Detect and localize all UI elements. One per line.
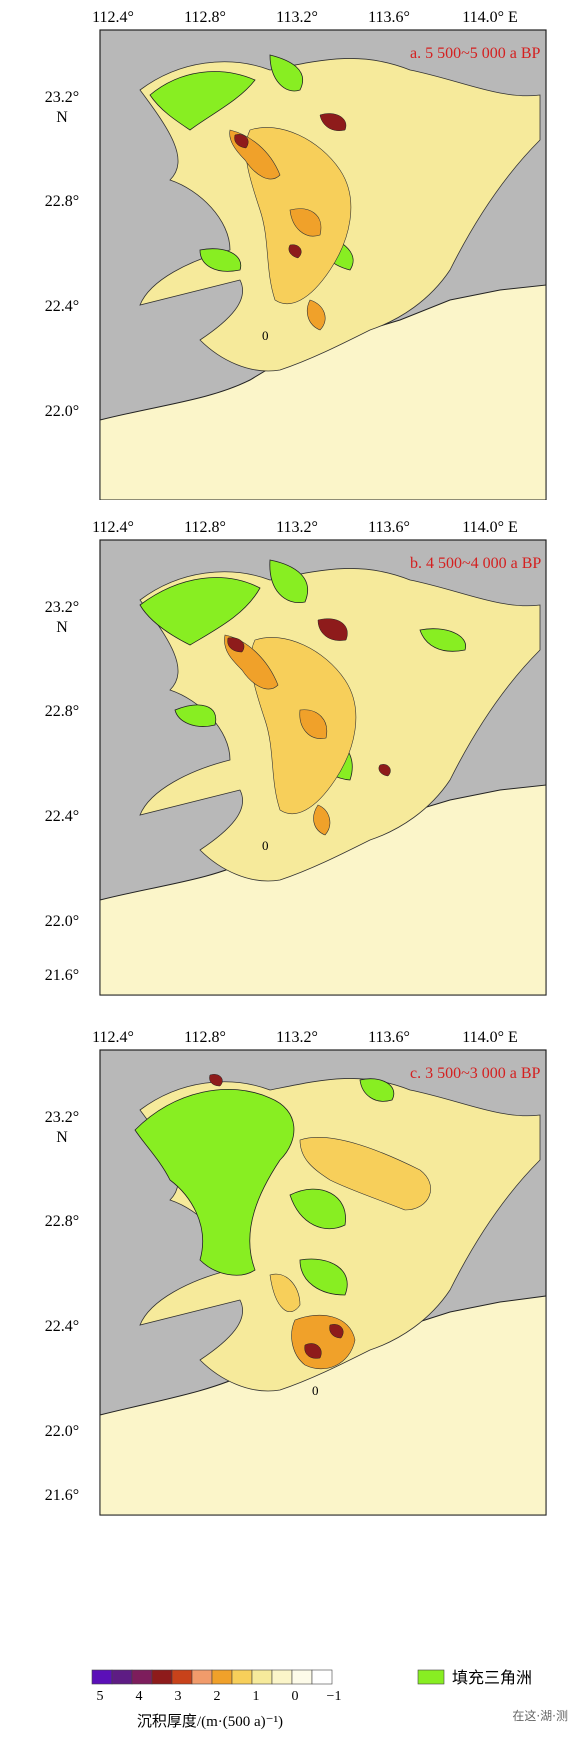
x-tick-labels: 112.4° 112.8° 113.2° 113.6° 114.0° E — [92, 519, 518, 536]
sea-area — [99, 284, 547, 501]
delta-green — [134, 1078, 395, 1296]
map-panel-c: 112.4° 112.8° 113.2° 113.6° 114.0° E 23.… — [0, 1020, 586, 1520]
scale-tick-2: 2 — [214, 1689, 221, 1704]
y-tick-22.4: 22.4° — [45, 298, 79, 315]
legend-svg: 5 4 3 2 1 0 −1 沉积厚度/(m·(500 a)⁻¹) 填充三角洲 — [91, 1669, 532, 1730]
x-tick-112.4: 112.4° — [92, 519, 134, 536]
contour-label-0: 0 — [262, 838, 269, 853]
x-tick-112.8: 112.8° — [184, 1029, 226, 1046]
y-tick-22.4: 22.4° — [45, 808, 79, 825]
legend: 5 4 3 2 1 0 −1 沉积厚度/(m·(500 a)⁻¹) 填充三角洲 — [0, 1666, 586, 1738]
y-tick-22.0: 22.0° — [45, 913, 79, 930]
mid-deposit — [269, 1137, 431, 1312]
scale-tick-4: 4 — [136, 1689, 143, 1704]
x-tick-113.2: 113.2° — [276, 9, 318, 26]
y-tick-22.0: 22.0° — [45, 1423, 79, 1440]
x-tick-114.0: 114.0° E — [462, 1029, 518, 1046]
x-tick-113.6: 113.6° — [368, 1029, 410, 1046]
delta-swatch — [417, 1669, 445, 1685]
y-tick-22.4: 22.4° — [45, 1318, 79, 1335]
panel-c-label: c. 3 500~3 000 a BP — [410, 1065, 541, 1082]
y-unit: N — [56, 109, 68, 126]
y-tick-23.2: 23.2° — [45, 89, 79, 106]
scale-swatch — [111, 1669, 133, 1685]
x-tick-113.6: 113.6° — [368, 9, 410, 26]
contour-label-0: 0 — [262, 328, 269, 343]
y-unit: N — [56, 619, 68, 636]
x-tick-112.8: 112.8° — [184, 519, 226, 536]
y-tick-23.2: 23.2° — [45, 1109, 79, 1126]
panel-b-label: b. 4 500~4 000 a BP — [410, 555, 541, 572]
x-tick-labels: 112.4° 112.8° 113.2° 113.6° 114.0° E — [92, 1029, 518, 1046]
orange-deposit — [224, 634, 331, 836]
scale-tick-5: 5 — [97, 1689, 104, 1704]
scale-swatch — [251, 1669, 273, 1685]
y-tick-22.8: 22.8° — [45, 1213, 79, 1230]
x-tick-labels: 112.4° 112.8° 113.2° 113.6° 114.0° E — [92, 9, 518, 26]
dark-deposit — [234, 113, 347, 259]
map-panel-b: 112.4° 112.8° 113.2° 113.6° 114.0° E 23.… — [0, 510, 586, 1010]
scale-swatch — [311, 1669, 333, 1685]
x-tick-114.0: 114.0° E — [462, 519, 518, 536]
color-scale — [91, 1669, 333, 1685]
watermark: 在这·湖·测 — [512, 1709, 568, 1723]
y-tick-22.0: 22.0° — [45, 403, 79, 420]
scale-swatch — [91, 1669, 113, 1685]
scale-swatch — [151, 1669, 173, 1685]
y-tick-23.2: 23.2° — [45, 599, 79, 616]
scale-tick-neg1: −1 — [327, 1689, 342, 1704]
y-tick-21.6: 21.6° — [45, 1487, 79, 1504]
scale-swatch — [231, 1669, 253, 1685]
scale-swatch — [291, 1669, 313, 1685]
scale-tick-1: 1 — [253, 1689, 260, 1704]
scale-swatch — [131, 1669, 153, 1685]
x-tick-113.2: 113.2° — [276, 519, 318, 536]
y-unit: N — [56, 1129, 68, 1146]
contour-label-0: 0 — [312, 1383, 319, 1398]
map-panel-a: 112.4° 112.8° 113.2° 113.6° 114.0° E 23.… — [0, 0, 586, 501]
y-tick-21.6: 21.6° — [45, 967, 79, 984]
delta-label: 填充三角洲 — [452, 1669, 532, 1687]
x-tick-112.4: 112.4° — [92, 9, 134, 26]
dark-deposit — [209, 1074, 344, 1359]
map-svg-a: 112.4° 112.8° 113.2° 113.6° 114.0° E 23.… — [45, 9, 547, 501]
scale-swatch — [211, 1669, 233, 1685]
dark-deposit — [227, 618, 391, 777]
x-tick-113.2: 113.2° — [276, 1029, 318, 1046]
x-tick-112.4: 112.4° — [92, 1029, 134, 1046]
map-svg-b: 112.4° 112.8° 113.2° 113.6° 114.0° E 23.… — [45, 519, 547, 996]
map-svg-c: 112.4° 112.8° 113.2° 113.6° 114.0° E 23.… — [45, 1029, 547, 1516]
x-tick-114.0: 114.0° E — [462, 9, 518, 26]
y-tick-labels: 23.2° N 22.8° 22.4° 22.0° 21.6° — [45, 89, 79, 420]
y-tick-22.8: 22.8° — [45, 703, 79, 720]
legend-title: 沉积厚度/(m·(500 a)⁻¹) — [137, 1713, 283, 1730]
orange-deposit — [229, 129, 326, 331]
y-tick-labels: 23.2° N 22.8° 22.4° 22.0° 21.6° — [45, 1109, 79, 1504]
x-tick-112.8: 112.8° — [184, 9, 226, 26]
scale-swatch — [191, 1669, 213, 1685]
panel-a-label: a. 5 500~5 000 a BP — [410, 45, 541, 62]
delta-green — [149, 54, 354, 272]
scale-swatch — [271, 1669, 293, 1685]
scale-swatch — [171, 1669, 193, 1685]
y-tick-22.8: 22.8° — [45, 193, 79, 210]
scale-tick-0: 0 — [292, 1689, 299, 1704]
scale-tick-3: 3 — [175, 1689, 182, 1704]
y-tick-labels: 23.2° N 22.8° 22.4° 22.0° 21.6° — [45, 599, 79, 984]
delta-green — [139, 559, 466, 781]
scale-tick-labels: 5 4 3 2 1 0 −1 — [97, 1689, 342, 1704]
x-tick-113.6: 113.6° — [368, 519, 410, 536]
